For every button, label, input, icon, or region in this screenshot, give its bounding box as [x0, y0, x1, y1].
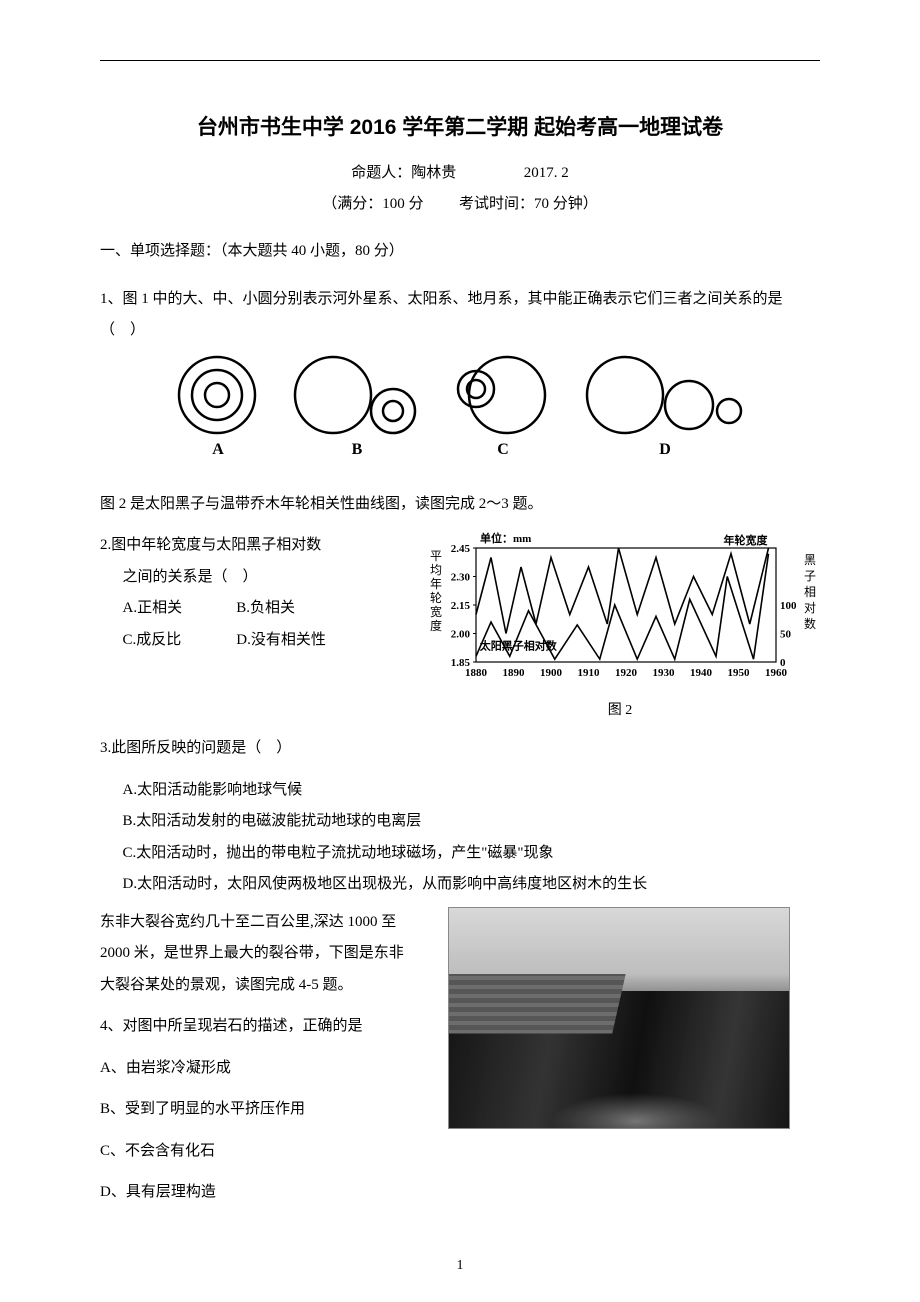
q3-option-d: D.太阳活动时，太阳风使两极地区出现极光，从而影响中高纬度地区树木的生长 — [100, 869, 820, 901]
svg-text:1900: 1900 — [540, 667, 563, 679]
svg-text:2.15: 2.15 — [451, 600, 471, 612]
rift-valley-photo — [448, 907, 790, 1129]
q1-option-b-label: B — [293, 441, 421, 459]
svg-text:1910: 1910 — [578, 667, 601, 679]
svg-text:2.00: 2.00 — [451, 629, 471, 641]
q1-option-a-label: A — [175, 441, 261, 459]
q1-text: 1、图 1 中的大、中、小圆分别表示河外星系、太阳系、地月系，其中能正确表示它们… — [100, 284, 820, 347]
svg-text:数: 数 — [804, 616, 816, 631]
meta-score-line: （满分：100 分 考试时间：70 分钟） — [100, 192, 820, 213]
svg-text:子: 子 — [804, 569, 816, 583]
q2-intro: 图 2 是太阳黑子与温带乔木年轮相关性曲线图，读图完成 2～3 题。 — [100, 489, 820, 521]
q3-stem: 3.此图所反映的问题是（ ） — [100, 733, 820, 765]
author-label: 命题人：陶林贵 — [351, 165, 456, 181]
page-number: 1 — [0, 1258, 920, 1274]
svg-text:黑: 黑 — [804, 553, 816, 567]
svg-text:1890: 1890 — [503, 667, 526, 679]
top-rule — [100, 60, 820, 61]
q1-diagram: A B C — [100, 357, 820, 459]
q4-option-a: A、由岩浆冷凝形成 — [100, 1053, 430, 1085]
q1-option-d-figure: D — [585, 357, 745, 459]
q1-option-d-label: D — [585, 441, 745, 459]
q3-option-a: A.太阳活动能影响地球气候 — [100, 775, 820, 807]
q2-stem2: 之间的关系是（ ） — [100, 562, 400, 594]
q4-option-c: C、不会含有化石 — [100, 1136, 430, 1168]
duration: 考试时间：70 分钟） — [459, 196, 598, 212]
q2-option-d: D.没有相关性 — [236, 625, 326, 657]
svg-text:1940: 1940 — [690, 667, 713, 679]
svg-text:度: 度 — [430, 618, 442, 633]
q1-option-c-figure: C — [453, 357, 553, 459]
svg-text:相: 相 — [804, 585, 816, 599]
q4-stem: 4、对图中所呈现岩石的描述，正确的是 — [100, 1011, 430, 1043]
svg-text:对: 对 — [804, 601, 816, 615]
q2-options-row2: C.成反比 D.没有相关性 — [100, 625, 400, 657]
svg-text:50: 50 — [780, 629, 792, 641]
svg-text:1930: 1930 — [653, 667, 676, 679]
section-1-heading: 一、单项选择题：（本大题共 40 小题，80 分） — [100, 237, 820, 266]
q3-option-c: C.太阳活动时，抛出的带电粒子流扰动地球磁场，产生"磁暴"现象 — [100, 838, 820, 870]
svg-text:年轮宽度: 年轮宽度 — [724, 533, 769, 547]
svg-text:轮: 轮 — [430, 591, 442, 605]
q2-option-a: A.正相关 — [123, 593, 233, 625]
chart-caption: 图 2 — [420, 699, 820, 719]
svg-text:太阳黑子相对数: 太阳黑子相对数 — [479, 638, 558, 652]
svg-text:1920: 1920 — [615, 667, 638, 679]
q2-stem: 2.图中年轮宽度与太阳黑子相对数 — [100, 530, 400, 562]
svg-text:1950: 1950 — [728, 667, 751, 679]
q2-options-row1: A.正相关 B.负相关 — [100, 593, 400, 625]
svg-text:单位：mm: 单位：mm — [480, 531, 531, 545]
q1-option-c-label: C — [453, 441, 553, 459]
svg-text:宽: 宽 — [430, 604, 442, 619]
q4-option-d: D、具有层理构造 — [100, 1177, 430, 1209]
page-title: 台州市书生中学 2016 学年第二学期 起始考高一地理试卷 — [100, 111, 820, 141]
svg-text:年: 年 — [430, 577, 442, 591]
svg-text:2.45: 2.45 — [451, 543, 471, 555]
q4-intro-1: 东非大裂谷宽约几十至二百公里,深达 1000 至 — [100, 907, 430, 939]
svg-text:2.30: 2.30 — [451, 572, 471, 584]
q1-option-b-figure: B — [293, 357, 421, 459]
svg-text:100: 100 — [780, 600, 797, 612]
svg-text:平: 平 — [430, 549, 442, 563]
q4-intro-2: 2000 米，是世界上最大的裂谷带，下图是东非 — [100, 938, 430, 970]
exam-date: 2017. 2 — [524, 165, 569, 181]
meta-author-line: 命题人：陶林贵 2017. 2 — [100, 161, 820, 182]
full-score: （满分：100 分 — [322, 196, 423, 212]
q4-intro-3: 大裂谷某处的景观，读图完成 4-5 题。 — [100, 970, 430, 1002]
q3-option-b: B.太阳活动发射的电磁波能扰动地球的电离层 — [100, 806, 820, 838]
svg-text:1960: 1960 — [765, 667, 788, 679]
sunspot-ring-chart: 单位：mm1.852.002.152.302.45050100188018901… — [420, 530, 820, 690]
svg-text:1880: 1880 — [465, 667, 488, 679]
svg-text:均: 均 — [430, 563, 442, 577]
q2-option-b: B.负相关 — [236, 593, 295, 625]
q4-option-b: B、受到了明显的水平挤压作用 — [100, 1094, 430, 1126]
q2-option-c: C.成反比 — [123, 625, 233, 657]
q1-option-a-figure: A — [175, 357, 261, 459]
